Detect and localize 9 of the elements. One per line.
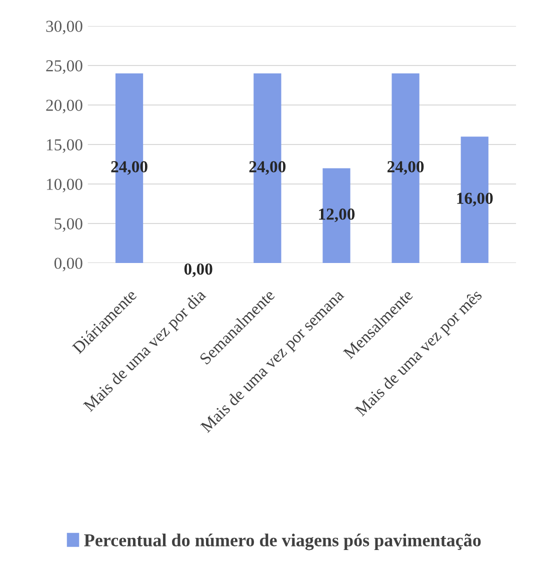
- y-tick-label: 15,00: [46, 139, 82, 153]
- y-tick-label: 25,00: [46, 60, 82, 74]
- y-tick-label: 20,00: [46, 100, 82, 114]
- y-tick-label: 30,00: [46, 20, 82, 34]
- legend-label: Percentual do número de viagens pós pavimentação: [84, 534, 481, 550]
- y-tick-label: 0,00: [54, 258, 82, 272]
- y-tick-label: 5,00: [54, 218, 82, 232]
- data-label: 0,00: [184, 263, 212, 278]
- y-tick-label: 10,00: [46, 178, 82, 192]
